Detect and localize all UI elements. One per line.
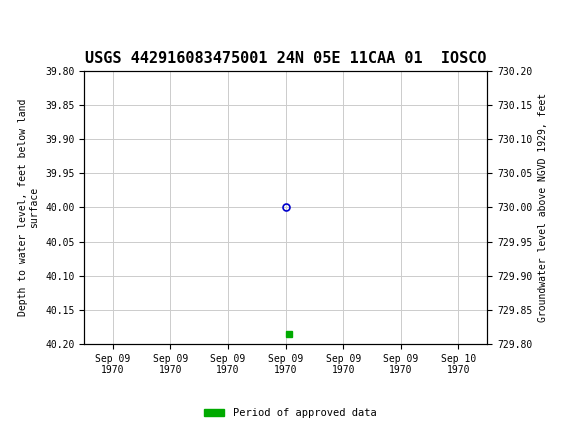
Text: ≡: ≡: [6, 11, 22, 30]
Y-axis label: Depth to water level, feet below land
surface: Depth to water level, feet below land su…: [18, 99, 39, 316]
Text: USGS: USGS: [34, 12, 89, 29]
Legend: Period of approved data: Period of approved data: [200, 404, 380, 423]
Title: USGS 442916083475001 24N 05E 11CAA 01  IOSCO: USGS 442916083475001 24N 05E 11CAA 01 IO…: [85, 51, 487, 66]
Y-axis label: Groundwater level above NGVD 1929, feet: Groundwater level above NGVD 1929, feet: [538, 93, 548, 322]
